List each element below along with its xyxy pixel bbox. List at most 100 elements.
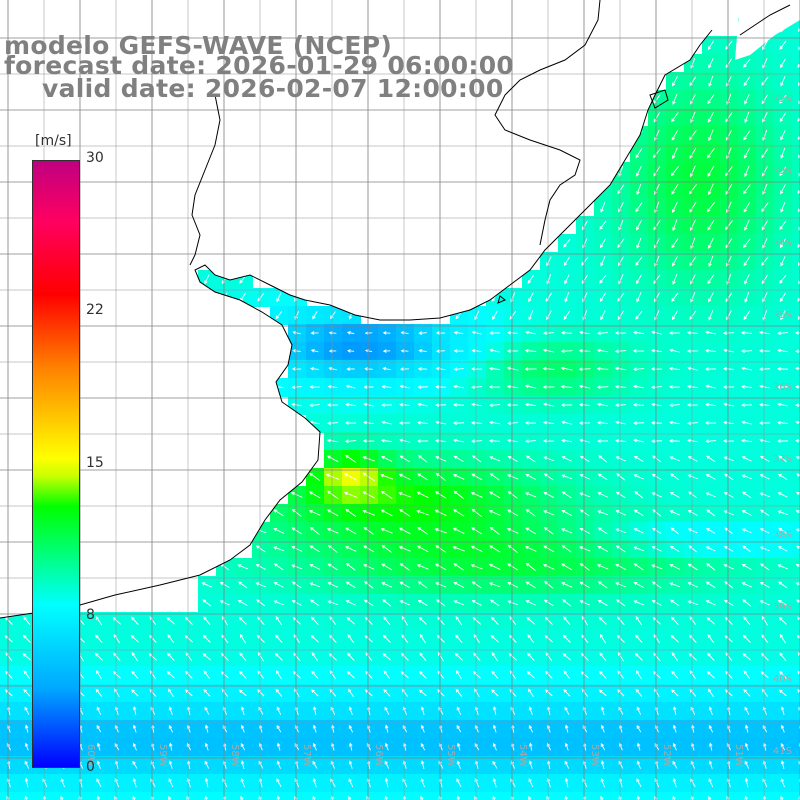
wind-arrow [779, 274, 787, 284]
wind-arrow [291, 508, 302, 517]
wind-cell [450, 360, 469, 379]
wind-cell [648, 360, 667, 379]
wind-cell [324, 414, 343, 433]
wind-arrow [705, 581, 716, 589]
wind-arrow [417, 402, 428, 407]
wind-arrow [560, 403, 573, 407]
wind-cell [576, 792, 595, 800]
wind-arrow [488, 563, 501, 570]
wind-cell [432, 396, 451, 415]
wind-arrow [633, 330, 645, 335]
wind-arrow [741, 582, 752, 588]
wind-arrow [489, 456, 501, 462]
wind-arrow [96, 742, 101, 751]
wind-arrow [546, 256, 552, 267]
wind-cell [522, 414, 541, 433]
wind-arrow [650, 367, 663, 371]
wind-arrow [615, 420, 626, 425]
wind-cell [792, 594, 800, 613]
wind-arrow [435, 582, 447, 588]
wind-arrow [707, 94, 715, 105]
wind-arrow [273, 546, 285, 552]
wind-arrow [762, 292, 768, 303]
wind-arrow [344, 545, 357, 552]
wind-arrow [381, 455, 393, 462]
wind-arrow [563, 670, 571, 680]
wind-arrow [166, 617, 176, 625]
wind-arrow [615, 563, 627, 571]
wind-arrow [688, 545, 698, 553]
wind-cell [396, 360, 415, 379]
wind-arrow [525, 562, 536, 571]
wind-arrow [275, 688, 283, 697]
wind-arrow [762, 778, 768, 788]
wind-arrow [96, 795, 101, 800]
wind-arrow [420, 742, 426, 751]
wind-cell [792, 360, 800, 379]
wind-cell [738, 54, 757, 73]
wind-arrow [741, 384, 753, 389]
wind-arrow [707, 111, 715, 123]
wind-arrow [723, 492, 734, 498]
wind-arrow [687, 403, 698, 407]
wind-arrow [452, 527, 465, 535]
wind-arrow [294, 795, 298, 800]
wind-arrow [507, 330, 518, 335]
wind-arrow [471, 402, 483, 407]
wind-arrow [580, 671, 589, 679]
wind-arrow [670, 473, 680, 481]
wind-cell [792, 126, 800, 145]
wind-arrow [381, 403, 392, 407]
wind-arrow [275, 616, 283, 626]
wind-arrow [435, 385, 446, 389]
wind-arrow [114, 688, 120, 698]
wind-cell [594, 432, 613, 451]
wind-arrow [744, 219, 750, 231]
wind-cell [720, 378, 739, 397]
wind-cell [666, 432, 685, 451]
wind-arrow [671, 310, 678, 321]
legend-tick-15: 15 [86, 455, 104, 471]
wind-arrow [600, 742, 606, 751]
wind-arrow [362, 439, 375, 443]
wind-arrow [723, 420, 734, 425]
wind-arrow [456, 760, 461, 769]
wind-arrow [597, 545, 608, 552]
wind-arrow [564, 706, 570, 715]
wind-cell [648, 198, 667, 217]
wind-arrow [435, 403, 446, 407]
wind-arrow [705, 439, 716, 444]
wind-arrow [744, 795, 749, 800]
wind-arrow [132, 706, 137, 716]
wind-arrow [762, 58, 768, 69]
wind-arrow [276, 760, 281, 769]
wind-cell [684, 72, 703, 91]
wind-arrow [596, 367, 609, 371]
wind-arrow [544, 616, 553, 625]
wind-arrow [600, 202, 606, 213]
wind-cell [720, 90, 739, 109]
wind-arrow [561, 509, 572, 516]
wind-arrow [471, 473, 483, 481]
wind-cell [792, 18, 800, 37]
wind-arrow [707, 183, 714, 196]
wind-arrow [579, 492, 591, 498]
wind-arrow [489, 545, 501, 553]
wind-arrow [578, 384, 591, 389]
longitude-labels: 60W 59W 58W 57W 56W 55W 54W 53W 52W 51W [85, 744, 744, 767]
wind-arrow [617, 616, 625, 626]
wind-cell [684, 198, 703, 217]
wind-cell [504, 342, 523, 361]
wind-arrow [634, 652, 643, 661]
latitude-labels: 32S 33S 34S 35S 36S 37S 38S 39S 40S 41S [773, 94, 792, 757]
wind-arrow [651, 330, 663, 335]
wind-arrow [762, 112, 768, 123]
wind-arrow [651, 385, 663, 390]
wind-cell [756, 270, 775, 289]
wind-arrow [347, 652, 355, 661]
wind-arrow [633, 546, 645, 552]
wind-arrow [327, 421, 339, 426]
wind-arrow [435, 366, 446, 371]
wind-cell [504, 414, 523, 433]
wind-arrow [669, 582, 681, 588]
